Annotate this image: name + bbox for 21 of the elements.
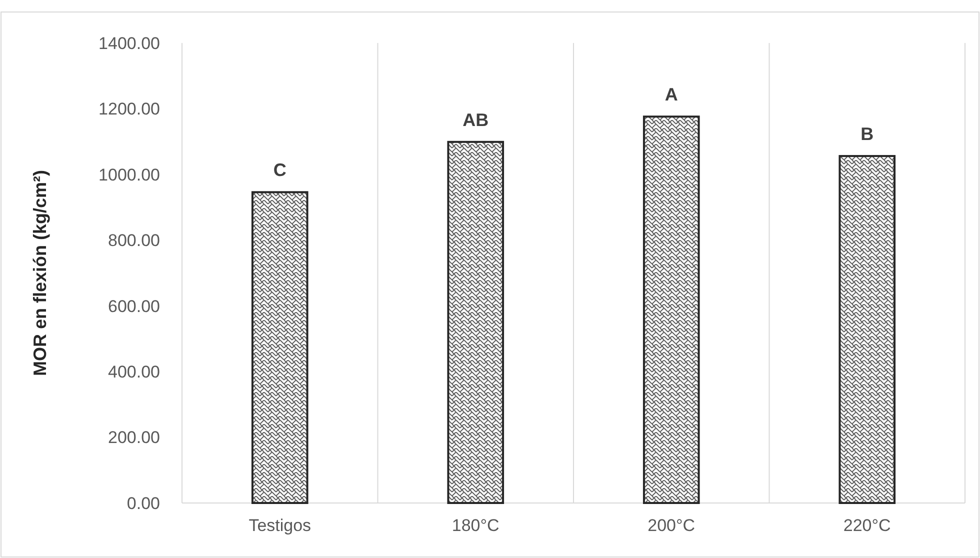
- y-tick-label: 1200.00: [98, 100, 160, 119]
- y-tick-label: 600.00: [108, 296, 160, 316]
- y-tick-label: 1400.00: [98, 34, 160, 53]
- bar: [251, 191, 308, 504]
- x-tick-label: 220°C: [843, 516, 891, 535]
- y-tick-label: 800.00: [108, 231, 160, 250]
- y-tick-label: 0.00: [126, 494, 160, 513]
- y-tick-label: 200.00: [108, 428, 160, 448]
- bar: [447, 140, 504, 504]
- x-tick-label: 200°C: [648, 516, 696, 535]
- annotation: AB: [462, 110, 489, 130]
- annotation: A: [664, 84, 678, 105]
- x-tick-label: 180°C: [452, 516, 500, 535]
- x-tick-label: Testigos: [248, 516, 312, 535]
- y-axis-title: MOR en flexión (kg/cm²): [30, 170, 50, 376]
- annotation: C: [273, 160, 286, 180]
- y-tick-label: 400.00: [108, 362, 160, 382]
- bar: [642, 116, 700, 504]
- y-tick-label: 1000.00: [98, 165, 160, 184]
- bar: [838, 155, 896, 504]
- annotation: B: [860, 124, 874, 144]
